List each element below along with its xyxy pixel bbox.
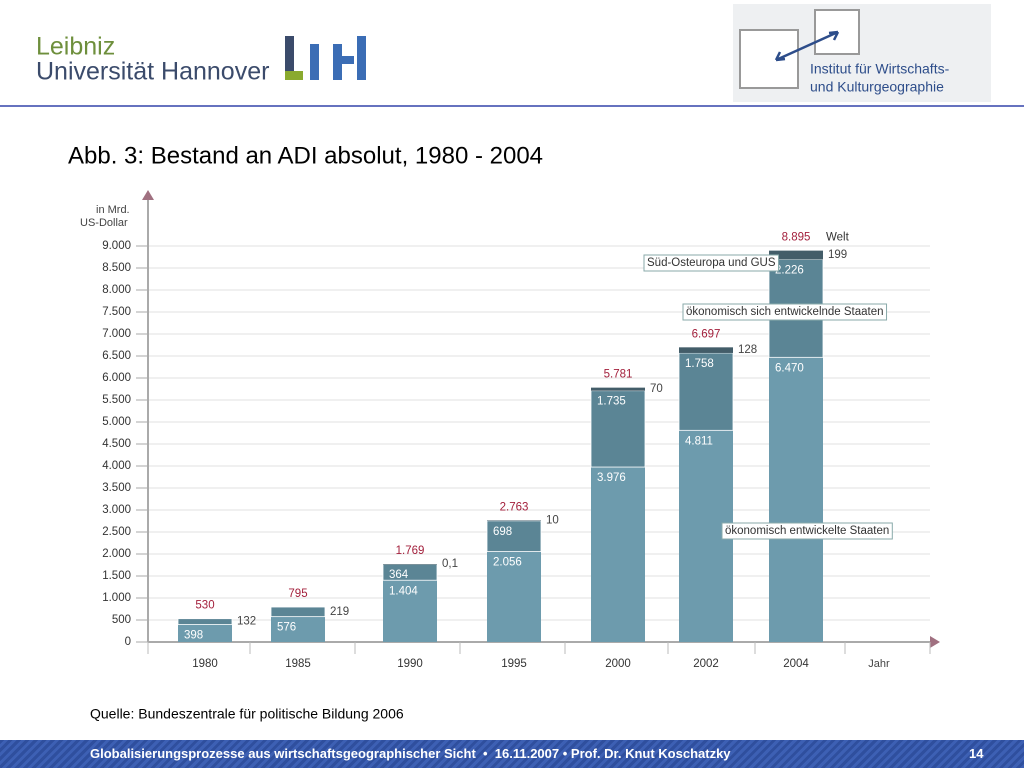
data-label: 128 (738, 344, 757, 356)
page-number: 14 (969, 746, 984, 761)
total-label: 5.781 (604, 369, 633, 381)
y-tick-label: 3.500 (102, 482, 131, 494)
x-axis-arrow (930, 636, 940, 648)
data-label: 3.976 (597, 472, 626, 484)
bar-segment (178, 624, 232, 642)
bar-segment (769, 357, 823, 642)
data-label: 364 (389, 569, 409, 581)
total-label: 2.763 (500, 501, 529, 513)
bar-segment (270, 606, 326, 618)
totals-name: Welt (826, 232, 850, 244)
y-tick-label: 1.000 (102, 592, 131, 604)
data-label: 1.404 (389, 585, 418, 597)
x-tick-label: 1980 (192, 658, 218, 670)
bar-segment (271, 616, 325, 642)
y-tick-label: 0 (125, 636, 131, 648)
bar-segment (591, 467, 645, 642)
y-tick-label: 7.500 (102, 306, 131, 318)
y-tick-label: 2.000 (102, 548, 131, 560)
data-label: 1.735 (597, 396, 626, 408)
data-label: 132 (237, 616, 256, 628)
series-name: ökonomisch entwickelte Staaten (725, 525, 889, 537)
data-label: 698 (493, 526, 512, 538)
y-tick-label: 8.000 (102, 284, 131, 296)
bar-segment (177, 618, 233, 625)
bar-segment (679, 347, 733, 353)
plot: 0 500 1.000 1.500 2.000 2.500 3.000 3.500 4.000 4… (102, 190, 940, 670)
university-name: Universität Hannover (36, 58, 269, 86)
series-name: Süd-Osteuropa und GUS (647, 257, 776, 269)
bar-segment (590, 390, 646, 468)
bar-segment (383, 564, 437, 565)
series-name-box (682, 303, 888, 321)
y-tick-label: 8.500 (102, 262, 131, 274)
y-tick-label: 1.500 (102, 570, 131, 582)
logo-square (739, 29, 799, 89)
series-name-box (721, 522, 893, 540)
y-tick-label: 5.000 (102, 416, 131, 428)
data-label: 2.056 (493, 557, 522, 569)
slide-title: Abb. 3: Bestand an ADI absolut, 1980 - 2… (68, 142, 543, 169)
total-label: 1.769 (396, 545, 425, 557)
y-tick-label: 4.000 (102, 460, 131, 472)
x-tick-label: 2002 (693, 658, 719, 670)
data-label: 576 (277, 622, 296, 634)
total-label: 795 (288, 588, 307, 600)
data-label: 70 (650, 383, 663, 395)
y-axis-arrow (142, 190, 154, 200)
y-tick-label: 7.000 (102, 328, 131, 340)
series-name-box (643, 254, 779, 272)
y-tick-label: 5.500 (102, 394, 131, 406)
y-tick-label: 9.000 (102, 240, 131, 252)
bar-segment (769, 250, 823, 260)
data-label: 4.811 (685, 435, 713, 447)
series-name: ökonomisch sich entwickelnde Staaten (686, 306, 884, 318)
total-label: 6.697 (692, 328, 721, 340)
data-label: 2.226 (775, 264, 804, 276)
y-tick-label: 3.000 (102, 504, 131, 516)
institute-name: Institut für Wirtschafts- (810, 61, 950, 77)
bar-segment (383, 580, 437, 642)
data-label: 199 (828, 249, 847, 261)
data-label: 0,1 (442, 558, 458, 570)
data-label: 10 (546, 515, 559, 527)
y-tick-label: 6.000 (102, 372, 131, 384)
bar-segment (487, 520, 541, 521)
luh-logo (285, 36, 366, 80)
x-tick-label: 2004 (783, 658, 809, 670)
y-axis-label: in Mrd. (96, 204, 130, 216)
total-label: 530 (195, 600, 214, 612)
university-name: Leibniz (36, 33, 115, 61)
x-tick-label: 1990 (397, 658, 423, 670)
institute-name: und Kulturgeographie (810, 79, 944, 95)
y-tick-label: 4.500 (102, 438, 131, 450)
data-label: 219 (330, 606, 349, 618)
bar-segment (487, 551, 541, 642)
y-tick-label: 500 (112, 614, 131, 626)
bar-segment (591, 387, 645, 391)
footer-text: Globalisierungsprozesse aus wirtschaftsg… (90, 746, 731, 761)
x-tick-label: 1985 (285, 658, 311, 670)
logo-arrow (774, 30, 840, 62)
x-tick-label: 2000 (605, 658, 631, 670)
footer-bar: Globalisierungsprozesse aus wirtschaftsg… (0, 740, 1024, 768)
x-axis-label: Jahr (868, 658, 890, 670)
data-label: 1.758 (685, 358, 714, 370)
total-label: 8.895 (782, 232, 811, 244)
y-axis-label: US-Dollar (80, 217, 128, 229)
y-tick-label: 2.500 (102, 526, 131, 538)
x-tick-label: 1995 (501, 658, 527, 670)
data-label: 398 (184, 630, 203, 642)
bar-segment (486, 520, 542, 552)
y-tick-label: 6.500 (102, 350, 131, 362)
slide: Leibniz Universität Hannover Institut fü… (0, 4, 1024, 722)
source: Quelle: Bundeszentrale für politische Bi… (90, 706, 404, 722)
data-label: 6.470 (775, 362, 804, 374)
